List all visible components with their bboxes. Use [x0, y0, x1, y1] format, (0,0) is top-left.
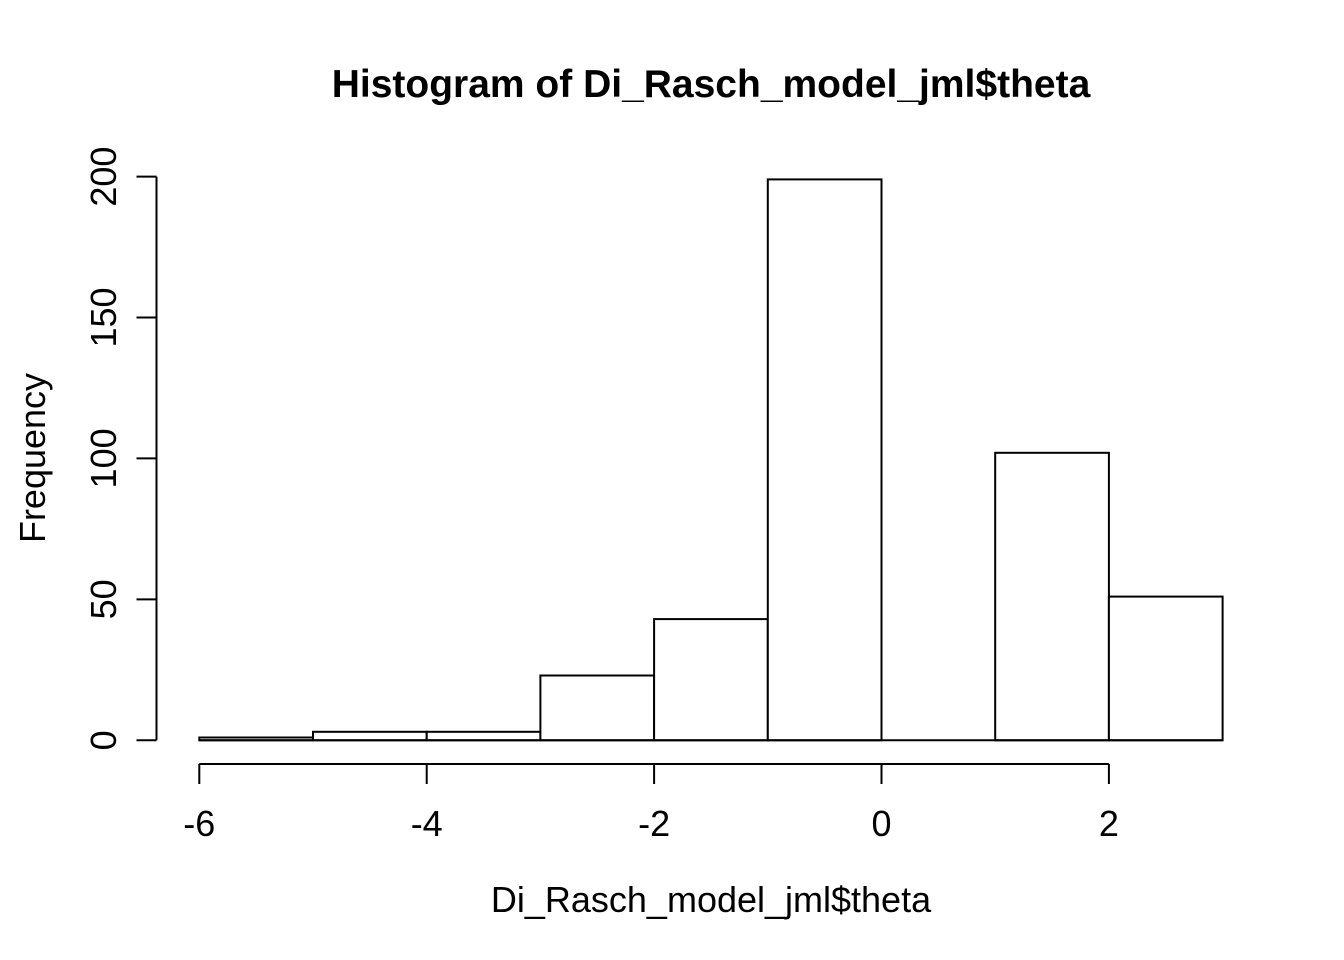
y-tick-label: 100	[83, 428, 124, 488]
x-tick-label: -4	[411, 803, 443, 844]
histogram-bar	[1107, 595, 1224, 742]
x-tick-label: -2	[638, 803, 670, 844]
chart-title: Histogram of Di_Rasch_model_jml$theta	[332, 63, 1091, 106]
x-tick-label: 0	[871, 803, 891, 844]
y-tick-label: 150	[83, 287, 124, 347]
histogram-bar	[994, 451, 1110, 742]
x-axis: -6 -4 -2 0 2	[183, 763, 1119, 844]
histogram-bar	[766, 178, 883, 742]
bars-group	[198, 178, 1224, 742]
y-tick-label: 200	[83, 147, 124, 207]
histogram-bar	[539, 674, 656, 742]
x-axis-title: Di_Rasch_model_jml$theta	[491, 879, 932, 920]
histogram-bar	[312, 730, 428, 742]
histogram-bar	[653, 618, 769, 742]
x-tick-label: 2	[1099, 803, 1119, 844]
y-tick-label: 0	[83, 730, 124, 750]
y-axis: 0 50 100 150 200	[83, 147, 158, 750]
histogram-bar	[425, 730, 542, 742]
x-tick-label: -6	[183, 803, 215, 844]
y-tick-label: 50	[83, 579, 124, 619]
y-axis-title: Frequency	[12, 373, 53, 543]
